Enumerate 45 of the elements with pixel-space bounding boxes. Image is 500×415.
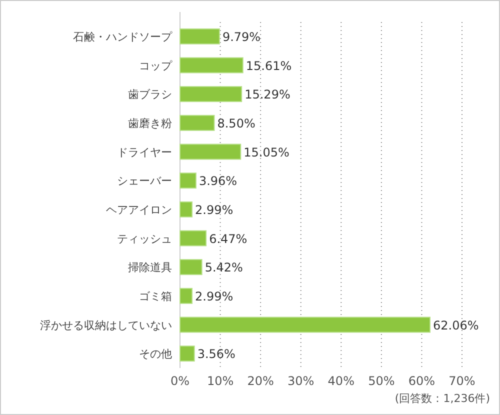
data-label: 8.50% [217,116,256,130]
bar [180,346,195,362]
y-tick-label: ドライヤー [117,146,172,159]
bar [180,259,202,276]
data-label: 15.61% [246,58,292,73]
y-tick-label: 掃除道具 [128,261,172,274]
data-label: 15.05% [244,145,290,160]
x-tick-label: 30% [288,374,314,388]
data-label: 9.79% [222,30,261,44]
y-tick-label: 歯ブラシ [128,88,172,102]
y-tick-label: 浮かせる収納はしていない [40,318,172,332]
bar [180,28,220,44]
data-label: 3.96% [198,174,238,188]
bar [180,201,193,218]
y-tick-label: シェーバー [117,174,172,188]
data-label: 62.06% [433,318,479,332]
y-tick-label: 歯磨き粉 [128,116,172,130]
data-label: 5.42% [204,260,243,275]
x-tick-label: 10% [206,374,234,388]
bar [180,144,242,160]
data-label: 2.99% [195,289,234,304]
bar [180,316,431,333]
y-tick-label: ゴミ箱 [139,290,172,303]
y-tick-label: 石鹸・ハンドソープ [73,30,173,44]
x-tick-label: 50% [368,374,395,388]
x-tick-label: 60% [408,374,436,388]
data-label: 2.99% [195,202,234,217]
bar [180,57,244,74]
bar [180,114,215,131]
bar [180,230,207,246]
y-tick-label: ティッシュ [117,232,172,246]
x-tick-label: 70% [448,374,476,388]
bar [180,172,196,189]
data-label: 6.47% [209,232,248,246]
bar [180,86,242,102]
data-label: 15.29% [244,88,290,102]
text: (回答数：1,236件) [394,392,490,405]
x-tick-label: 0% [170,374,190,388]
y-tick-label: その他 [139,348,172,361]
data-label: 3.56% [197,347,236,362]
bar [180,288,193,304]
x-tick-label: 40% [328,374,354,388]
x-tick-label: 20% [247,374,274,388]
y-tick-label: コップ [139,59,173,72]
y-tick-label: ヘアアイロン [106,203,172,216]
